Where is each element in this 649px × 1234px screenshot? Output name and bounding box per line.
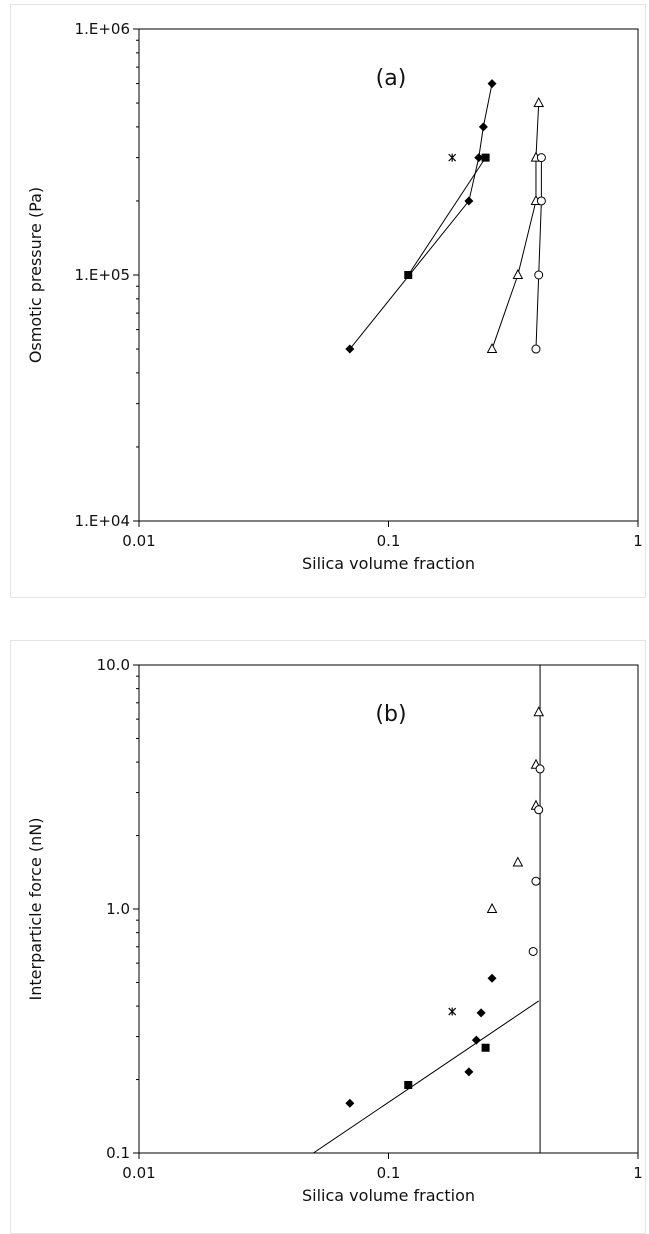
plot-frame (138, 28, 639, 522)
point-star (448, 153, 457, 162)
point-circle-open (534, 805, 544, 815)
point-circle-open (535, 764, 545, 774)
y-axis-label: Interparticle force (nN) (26, 818, 45, 1001)
point-square (481, 153, 490, 162)
point-diamond (476, 1008, 486, 1018)
y-tick-label: 1.E+06 (75, 20, 130, 38)
point-triangle-open (533, 96, 545, 108)
y-tick-label: 1.E+04 (75, 512, 130, 530)
x-axis-label: Silica volume fraction (302, 554, 475, 573)
point-diamond (345, 344, 355, 354)
point-triangle-open (486, 342, 498, 354)
point-diamond (464, 1067, 474, 1077)
y-tick-label: 10.0 (97, 656, 130, 674)
y-tick-label: 1.E+05 (75, 266, 130, 284)
series-line-diamond (349, 83, 493, 350)
point-circle-open (534, 270, 544, 280)
point-triangle-open (533, 706, 545, 717)
fit-line (313, 1000, 539, 1154)
point-diamond (487, 973, 497, 983)
y-tick-label: 1.0 (106, 900, 130, 918)
point-diamond (487, 79, 497, 89)
x-tick-label: 0.01 (122, 532, 155, 550)
point-triangle-open (512, 856, 524, 867)
point-diamond (471, 1035, 481, 1045)
chart-panel-a: 1.E+04 1.E+05 1.E+06 0.01 0.1 1 Silica volume … (10, 4, 646, 598)
point-circle-open (536, 196, 546, 206)
x-tick-label: 0.1 (377, 532, 401, 550)
point-triangle-open (512, 268, 524, 279)
series-line-triangle-open (491, 103, 540, 350)
chart-panel-b: 0.1 1.0 10.0 0.01 0.1 1 Silica volume fraction… (10, 640, 646, 1234)
point-square (404, 1080, 413, 1089)
series-line-circle-open (535, 157, 542, 350)
chart-a-svg: 1.E+04 1.E+05 1.E+06 0.01 0.1 1 Silica volume … (26, 20, 643, 573)
x-axis-label: Silica volume fraction (302, 1186, 475, 1205)
point-diamond (478, 122, 488, 132)
point-square (481, 1043, 490, 1052)
plot-frame (138, 664, 639, 1154)
point-star (448, 1007, 457, 1016)
chart-b-svg: 0.1 1.0 10.0 0.01 0.1 1 Silica volume fraction… (26, 656, 643, 1205)
y-axis-label: Osmotic pressure (Pa) (26, 187, 45, 363)
x-tick-label: 0.01 (122, 1164, 155, 1182)
point-circle-open (531, 344, 541, 354)
point-circle-open (531, 876, 541, 886)
x-tick-label: 1 (633, 1164, 643, 1182)
panel-label: (b) (375, 702, 406, 727)
point-circle-open (528, 946, 538, 956)
x-tick-label: 0.1 (377, 1164, 401, 1182)
panel-label: (a) (376, 66, 407, 91)
point-circle-open (536, 153, 546, 163)
point-triangle-open (486, 902, 498, 913)
series-line-square (407, 157, 487, 276)
x-tick-label: 1 (633, 532, 643, 550)
point-diamond (474, 153, 484, 163)
point-diamond (345, 1098, 355, 1108)
y-tick-label: 0.1 (106, 1144, 130, 1162)
point-diamond (464, 196, 474, 206)
point-square (404, 271, 413, 279)
